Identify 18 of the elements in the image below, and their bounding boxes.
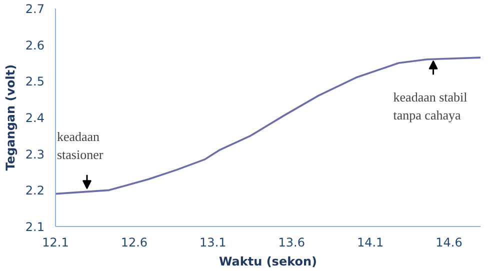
x-tick-label: 12.6 <box>120 236 148 250</box>
annotation: keadaan stasioner <box>56 129 104 162</box>
y-tick-label: 2.5 <box>25 74 45 89</box>
y-tick-label: 2.3 <box>25 147 45 162</box>
annotation: keadaan stabil tanpa cahaya <box>393 89 468 122</box>
x-axis-title: Waktu (sekon) <box>218 254 318 268</box>
y-tick-label: 2.4 <box>25 111 45 125</box>
y-tick-label: 2.1 <box>25 220 45 234</box>
y-tick-label: 2.2 <box>25 184 45 198</box>
y-tick-label: 2.7 <box>25 2 45 16</box>
y-axis-title: Tegangan (volt) <box>3 64 18 171</box>
line-series <box>56 56 480 195</box>
x-tick-label: 12.1 <box>42 236 69 250</box>
y-tick-label: 2.6 <box>25 38 45 52</box>
x-tick-label: 13.1 <box>200 236 226 250</box>
x-tick-label: 13.6 <box>278 236 305 250</box>
x-tick-label: 14.6 <box>436 236 462 250</box>
x-tick-label: 14.1 <box>356 236 384 250</box>
